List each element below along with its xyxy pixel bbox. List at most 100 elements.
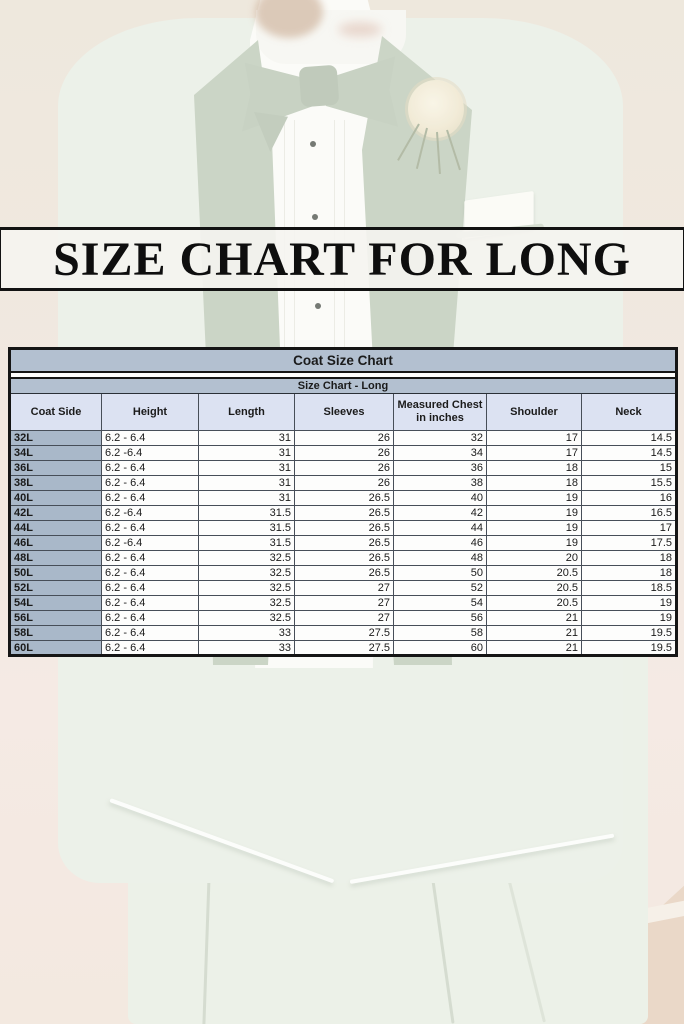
shirt-stud [312, 214, 318, 220]
size-value-cell: 31.5 [198, 535, 295, 551]
table-row: 34L 6.2 -6.4 31 26 34 17 14.5 [9, 445, 677, 461]
size-value-cell: 33 [198, 640, 295, 656]
size-value-cell: 15.5 [581, 475, 677, 491]
column-header-shoulder: Shoulder [486, 393, 582, 431]
size-value-cell: 31 [198, 490, 295, 506]
size-value-cell: 16 [581, 490, 677, 506]
column-header-length: Length [198, 393, 295, 431]
table-subtitle: Size Chart - Long [9, 377, 677, 394]
size-value-cell: 6.2 - 6.4 [101, 610, 199, 626]
row-size-label: 50L [9, 565, 102, 581]
table-row: 44L 6.2 - 6.4 31.5 26.5 44 19 17 [9, 520, 677, 536]
size-value-cell: 27 [294, 610, 394, 626]
size-value-cell: 31.5 [198, 520, 295, 536]
row-size-label: 38L [9, 475, 102, 491]
table-row: 52L 6.2 - 6.4 32.5 27 52 20.5 18.5 [9, 580, 677, 596]
row-size-label: 52L [9, 580, 102, 596]
table-title-row: Coat Size Chart [9, 348, 677, 373]
size-value-cell: 27.5 [294, 625, 394, 641]
table-row: 58L 6.2 - 6.4 33 27.5 58 21 19.5 [9, 625, 677, 641]
size-value-cell: 56 [393, 610, 487, 626]
size-value-cell: 18 [486, 475, 582, 491]
table-spacer-row [9, 371, 677, 379]
size-table-body: 32L 6.2 - 6.4 31 26 32 17 14.5 34L 6.2 -6.4 31 26 3… [9, 430, 677, 656]
coat-size-chart-table: Coat Size Chart Size Chart - Long Coat S… [8, 347, 678, 657]
size-value-cell: 31 [198, 460, 295, 476]
size-value-cell: 20 [486, 550, 582, 566]
size-value-cell: 21 [486, 625, 582, 641]
row-size-label: 36L [9, 460, 102, 476]
column-header-coat-side: Coat Side [9, 393, 102, 431]
size-value-cell: 31 [198, 430, 295, 446]
size-value-cell: 6.2 - 6.4 [101, 475, 199, 491]
size-value-cell: 32 [393, 430, 487, 446]
size-value-cell: 60 [393, 640, 487, 656]
shirt-stud [315, 303, 321, 309]
size-value-cell: 14.5 [581, 445, 677, 461]
size-value-cell: 52 [393, 580, 487, 596]
row-size-label: 32L [9, 430, 102, 446]
size-value-cell: 6.2 - 6.4 [101, 550, 199, 566]
column-header-neck: Neck [581, 393, 677, 431]
row-size-label: 42L [9, 505, 102, 521]
size-value-cell: 54 [393, 595, 487, 611]
banner-title: SIZE CHART FOR LONG [53, 232, 631, 286]
table-subtitle-row: Size Chart - Long [9, 377, 677, 394]
size-value-cell: 38 [393, 475, 487, 491]
size-value-cell: 40 [393, 490, 487, 506]
size-value-cell: 18 [581, 565, 677, 581]
size-value-cell: 42 [393, 505, 487, 521]
size-value-cell: 32.5 [198, 580, 295, 596]
size-value-cell: 31.5 [198, 505, 295, 521]
size-value-cell: 20.5 [486, 580, 582, 596]
size-value-cell: 32.5 [198, 610, 295, 626]
table-row: 40L 6.2 - 6.4 31 26.5 40 19 16 [9, 490, 677, 506]
table-row: 56L 6.2 - 6.4 32.5 27 56 21 19 [9, 610, 677, 626]
column-header-row: Coat Side Height Length Sleeves Measured… [9, 393, 677, 431]
size-value-cell: 6.2 - 6.4 [101, 565, 199, 581]
size-value-cell: 27.5 [294, 640, 394, 656]
size-value-cell: 18 [581, 550, 677, 566]
size-value-cell: 19 [581, 610, 677, 626]
size-value-cell: 34 [393, 445, 487, 461]
table-row: 48L 6.2 - 6.4 32.5 26.5 48 20 18 [9, 550, 677, 566]
size-value-cell: 48 [393, 550, 487, 566]
row-size-label: 54L [9, 595, 102, 611]
size-value-cell: 26.5 [294, 490, 394, 506]
table-row: 54L 6.2 - 6.4 32.5 27 54 20.5 19 [9, 595, 677, 611]
size-value-cell: 6.2 - 6.4 [101, 595, 199, 611]
size-value-cell: 18.5 [581, 580, 677, 596]
column-header-chest: Measured Chest in inches [393, 393, 487, 431]
size-value-cell: 6.2 -6.4 [101, 445, 199, 461]
size-value-cell: 6.2 - 6.4 [101, 640, 199, 656]
size-value-cell: 6.2 - 6.4 [101, 520, 199, 536]
size-value-cell: 18 [486, 460, 582, 476]
size-value-cell: 19.5 [581, 625, 677, 641]
size-value-cell: 26.5 [294, 565, 394, 581]
row-size-label: 48L [9, 550, 102, 566]
column-header-height: Height [101, 393, 199, 431]
size-value-cell: 26.5 [294, 505, 394, 521]
row-size-label: 60L [9, 640, 102, 656]
spacer-cell [9, 371, 677, 379]
table-row: 32L 6.2 - 6.4 31 26 32 17 14.5 [9, 430, 677, 446]
row-size-label: 40L [9, 490, 102, 506]
size-value-cell: 21 [486, 640, 582, 656]
row-size-label: 58L [9, 625, 102, 641]
row-size-label: 44L [9, 520, 102, 536]
size-value-cell: 20.5 [486, 565, 582, 581]
size-value-cell: 50 [393, 565, 487, 581]
size-value-cell: 26 [294, 460, 394, 476]
table-title: Coat Size Chart [9, 348, 677, 373]
size-value-cell: 26.5 [294, 520, 394, 536]
size-value-cell: 19 [486, 505, 582, 521]
size-value-cell: 6.2 - 6.4 [101, 580, 199, 596]
size-value-cell: 17 [486, 430, 582, 446]
size-value-cell: 58 [393, 625, 487, 641]
size-value-cell: 19 [486, 535, 582, 551]
size-value-cell: 6.2 -6.4 [101, 535, 199, 551]
size-value-cell: 14.5 [581, 430, 677, 446]
size-value-cell: 6.2 -6.4 [101, 505, 199, 521]
column-header-sleeves: Sleeves [294, 393, 394, 431]
size-value-cell: 44 [393, 520, 487, 536]
